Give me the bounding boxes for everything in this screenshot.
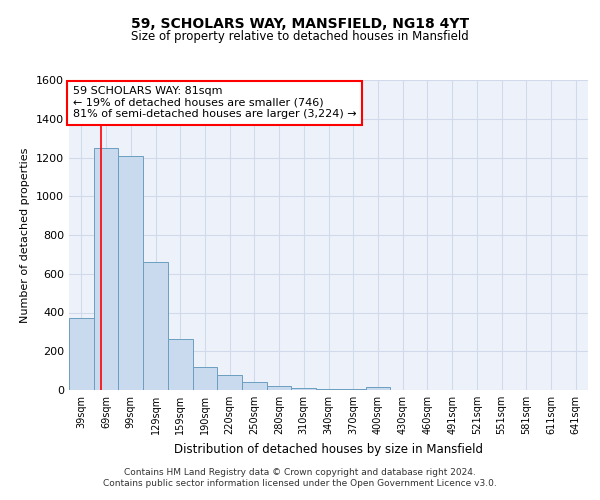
X-axis label: Distribution of detached houses by size in Mansfield: Distribution of detached houses by size … <box>174 442 483 456</box>
Text: Contains HM Land Registry data © Crown copyright and database right 2024.
Contai: Contains HM Land Registry data © Crown c… <box>103 468 497 487</box>
Text: Size of property relative to detached houses in Mansfield: Size of property relative to detached ho… <box>131 30 469 43</box>
Text: 59 SCHOLARS WAY: 81sqm
← 19% of detached houses are smaller (746)
81% of semi-de: 59 SCHOLARS WAY: 81sqm ← 19% of detached… <box>73 86 356 120</box>
Bar <box>242 382 267 390</box>
Bar <box>365 386 390 390</box>
Bar <box>267 386 292 390</box>
Bar <box>94 148 118 390</box>
Bar <box>69 318 94 390</box>
Y-axis label: Number of detached properties: Number of detached properties <box>20 148 31 322</box>
Bar <box>316 389 341 390</box>
Bar <box>217 376 242 390</box>
Bar <box>292 388 316 390</box>
Bar <box>143 262 168 390</box>
Bar <box>193 367 217 390</box>
Bar <box>341 389 365 390</box>
Bar <box>168 338 193 390</box>
Text: 59, SCHOLARS WAY, MANSFIELD, NG18 4YT: 59, SCHOLARS WAY, MANSFIELD, NG18 4YT <box>131 18 469 32</box>
Bar <box>118 156 143 390</box>
